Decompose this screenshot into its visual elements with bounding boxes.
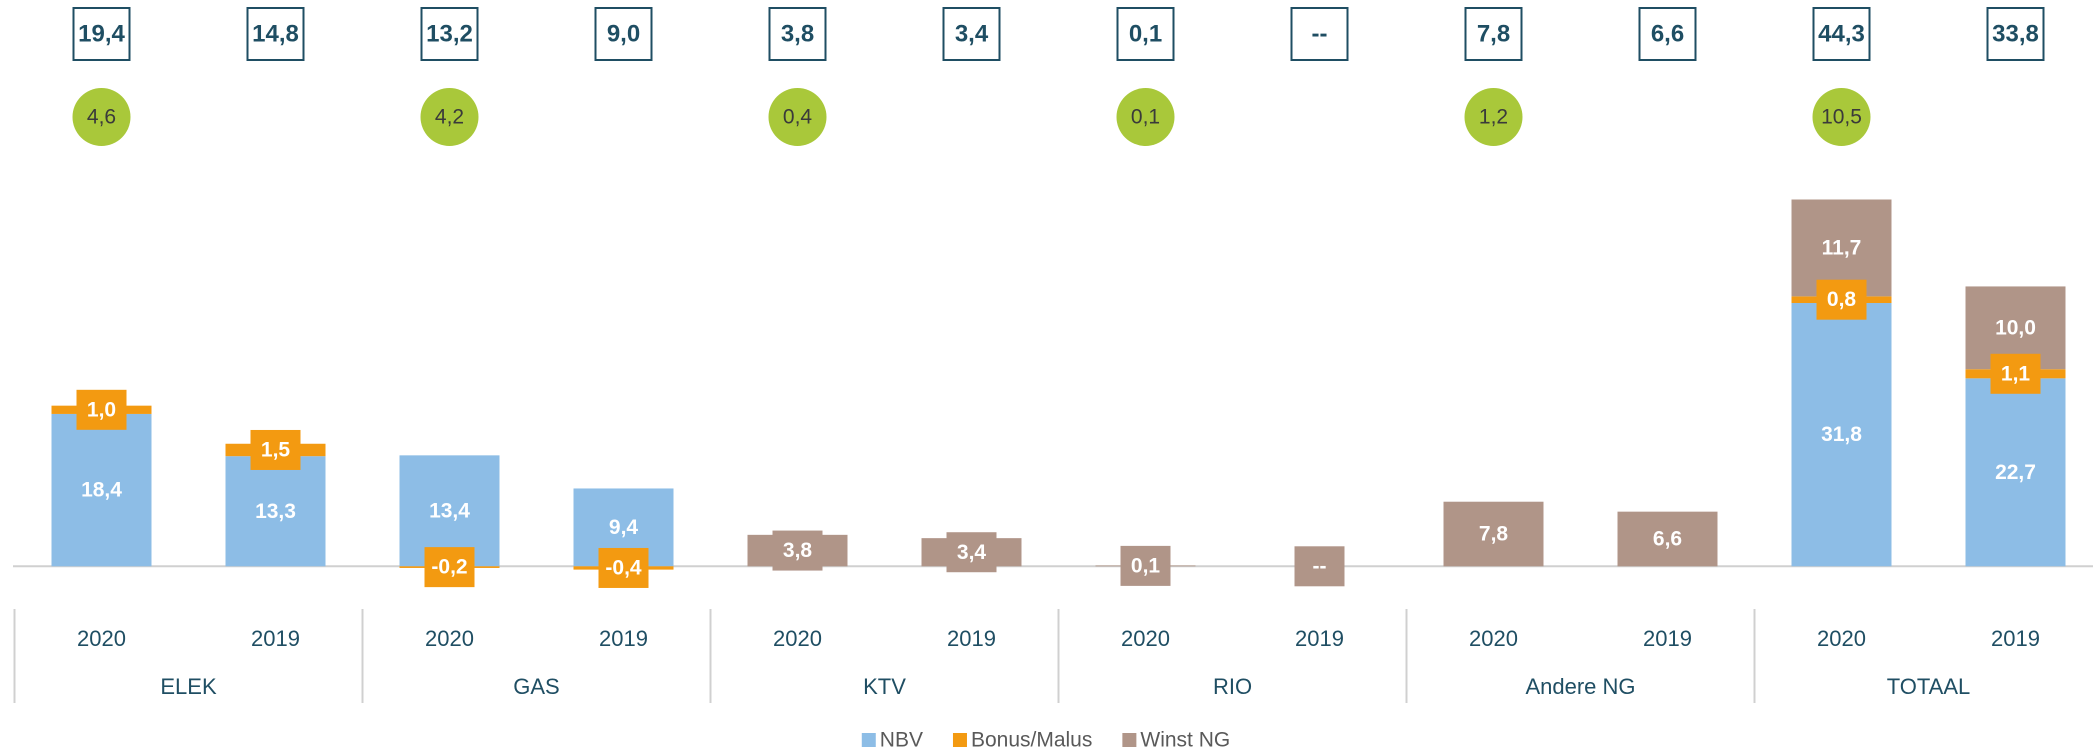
bar-segment	[51, 413, 152, 567]
label-box	[1816, 279, 1867, 320]
total-box	[72, 7, 131, 61]
total-label: 3,4	[955, 20, 989, 47]
legend-swatch	[1122, 733, 1137, 747]
bar-label: 1,5	[261, 439, 291, 462]
total-label: 6,6	[1651, 20, 1684, 47]
difference-circle	[72, 88, 131, 146]
label-box	[772, 530, 823, 571]
difference-label: 0,1	[1131, 106, 1160, 129]
bar-label: -0,2	[431, 556, 467, 579]
total-label: 13,2	[426, 20, 473, 47]
bar-label: 31,8	[1821, 423, 1862, 446]
total-label: 19,4	[78, 20, 125, 47]
bar-segment	[225, 456, 326, 567]
bar-label: 3,8	[783, 539, 813, 562]
bar-segment	[1443, 501, 1544, 567]
group-label: Andere NG	[1525, 674, 1635, 699]
total-box	[1116, 7, 1175, 61]
total-label: 14,8	[252, 20, 299, 47]
x-tick-label: 2019	[1643, 626, 1692, 651]
x-tick-label: 2019	[1991, 626, 2040, 651]
difference-circle	[768, 88, 827, 146]
total-box	[1638, 7, 1697, 61]
x-tick-label: 2020	[1817, 626, 1866, 651]
x-tick-label: 2020	[77, 626, 126, 651]
difference-label: 4,6	[87, 106, 116, 129]
difference-circle	[420, 88, 479, 146]
total-box	[420, 7, 479, 61]
group-label: KTV	[863, 674, 906, 699]
label-box	[424, 547, 475, 588]
difference-circle	[1464, 88, 1523, 146]
bar-label: 10,0	[1995, 316, 2036, 339]
legend-label: Bonus/Malus	[971, 729, 1092, 752]
bar-label: 1,1	[2001, 362, 2031, 385]
label-box	[250, 429, 301, 470]
bar-label: 1,0	[87, 398, 116, 421]
total-label: 7,8	[1477, 20, 1510, 47]
difference-label: 10,5	[1821, 106, 1862, 129]
x-tick-label: 2019	[1295, 626, 1344, 651]
legend-label: NBV	[880, 729, 923, 752]
bar-label: --	[1313, 555, 1327, 578]
group-label: GAS	[513, 674, 559, 699]
total-box	[942, 7, 1001, 61]
difference-label: 0,4	[783, 106, 813, 129]
bar-segment	[1791, 302, 1892, 567]
total-box	[1464, 7, 1523, 61]
total-label: 44,3	[1818, 20, 1865, 47]
total-label: 33,8	[1992, 20, 2039, 47]
x-tick-label: 2019	[599, 626, 648, 651]
difference-label: 1,2	[1479, 106, 1508, 129]
group-label: RIO	[1213, 674, 1252, 699]
total-box	[1290, 7, 1349, 61]
bar-segment	[1617, 511, 1718, 567]
bar-label: 18,4	[81, 479, 122, 502]
x-tick-label: 2020	[773, 626, 822, 651]
total-label: 0,1	[1129, 20, 1162, 47]
bar-label: 6,6	[1653, 528, 1682, 551]
difference-circle	[1116, 88, 1175, 146]
bar-label: 7,8	[1479, 523, 1509, 546]
total-box	[768, 7, 827, 61]
label-box	[1990, 353, 2041, 394]
total-label: --	[1312, 20, 1328, 47]
bar-label: 11,7	[1822, 236, 1862, 259]
x-tick-label: 2020	[1121, 626, 1170, 651]
bar-label: 3,4	[957, 541, 987, 564]
difference-circle	[1812, 88, 1871, 146]
bar-label: 0,8	[1827, 288, 1857, 311]
group-label: ELEK	[160, 674, 217, 699]
bar-label: 9,4	[609, 516, 639, 539]
total-box	[246, 7, 305, 61]
bar-label: -0,4	[605, 557, 642, 580]
bar-label: 22,7	[1995, 461, 2036, 484]
legend-swatch	[861, 733, 876, 747]
total-box	[1812, 7, 1871, 61]
x-tick-label: 2019	[251, 626, 300, 651]
total-label: 9,0	[607, 20, 640, 47]
label-box	[1294, 546, 1345, 587]
x-tick-label: 2019	[947, 626, 996, 651]
bar-label: 13,3	[255, 500, 296, 523]
x-tick-label: 2020	[1469, 626, 1518, 651]
total-box	[1986, 7, 2045, 61]
difference-label: 4,2	[435, 106, 464, 129]
label-box	[946, 532, 997, 573]
bar-segment	[1965, 378, 2066, 567]
bar-label: 13,4	[429, 499, 470, 522]
x-tick-label: 2020	[425, 626, 474, 651]
label-box	[1120, 545, 1171, 586]
total-box	[594, 7, 653, 61]
legend-swatch	[952, 733, 967, 747]
group-label: TOTAAL	[1887, 674, 1971, 699]
legend-label: Winst NG	[1140, 729, 1230, 752]
bar-label: 0,1	[1131, 554, 1161, 577]
label-box	[598, 547, 649, 588]
total-label: 3,8	[781, 20, 814, 47]
label-box	[76, 389, 127, 430]
